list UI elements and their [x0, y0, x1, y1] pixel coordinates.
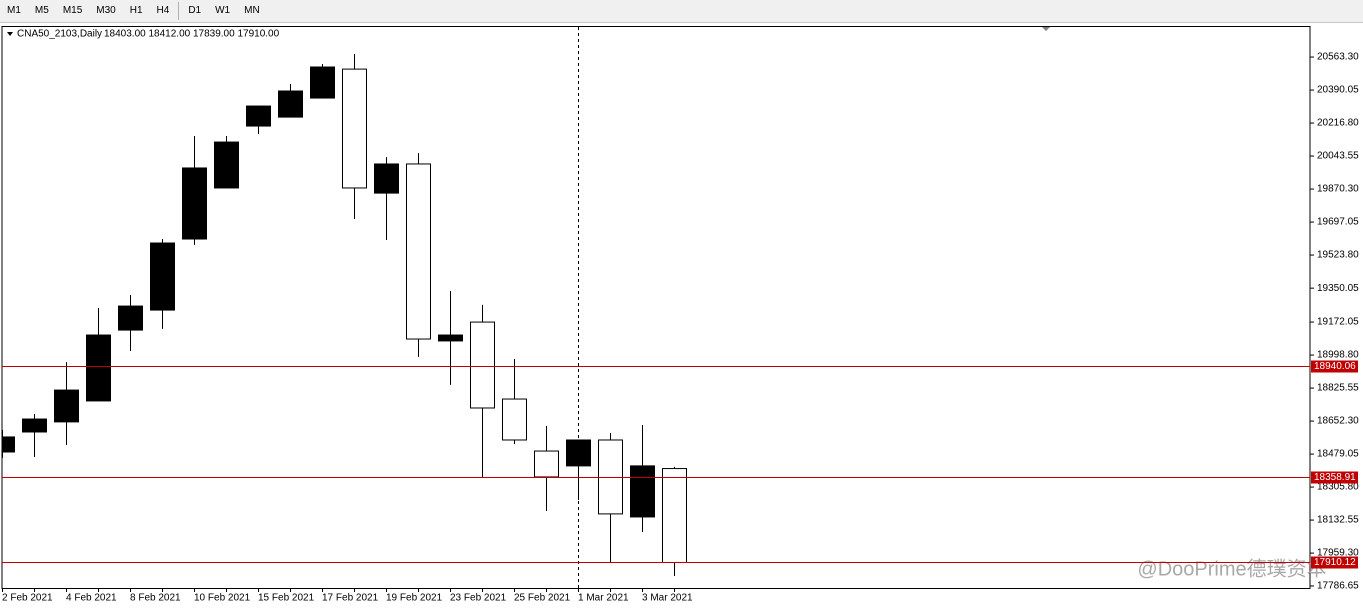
price-label: 18358.91 [1314, 472, 1356, 483]
timeframe-button[interactable]: H4 [156, 5, 170, 16]
x-tick-label: 8 Feb 2021 [130, 593, 181, 604]
y-tick-label: 19697.05 [1317, 217, 1359, 228]
ohlc-text: 18403.00 18412.00 17839.00 17910.00 [104, 29, 280, 40]
x-tick-label: 1 Mar 2021 [578, 593, 629, 604]
y-tick-label: 17786.65 [1317, 581, 1359, 592]
timeframe-button[interactable]: M1 [7, 5, 21, 16]
price-label-box [1311, 471, 1358, 484]
y-tick-label: 18998.80 [1317, 350, 1359, 361]
x-tick-label: 25 Feb 2021 [514, 593, 571, 604]
y-tick-label: 18132.55 [1317, 515, 1359, 526]
candle-body [22, 418, 47, 433]
timeframe-button[interactable]: D1 [188, 5, 202, 16]
candle-body [214, 141, 239, 189]
candle-body [310, 66, 335, 99]
y-tick-label: 20043.55 [1317, 151, 1359, 162]
timeframe-button[interactable]: M30 [96, 5, 116, 16]
timeframe-button[interactable]: M15 [62, 5, 83, 16]
symbol-menu [7, 32, 13, 36]
candle-body [150, 242, 175, 311]
price-label: 18940.06 [1314, 361, 1356, 372]
candle-body [374, 163, 399, 194]
price-label-box [1311, 360, 1358, 373]
x-tick-label: 4 Feb 2021 [66, 593, 117, 604]
y-tick-label: 19870.30 [1317, 184, 1359, 195]
y-tick-label: 19172.05 [1317, 317, 1359, 328]
watermark: @DooPrime德璞资本 [1137, 557, 1326, 580]
candle-body [54, 389, 79, 423]
candle-body [278, 90, 303, 118]
candle-body [406, 163, 431, 340]
price-label: 17910.12 [1314, 557, 1356, 568]
candles [2, 54, 687, 576]
candle-body [182, 167, 207, 240]
candle-body [342, 68, 367, 189]
candle-body [662, 468, 687, 563]
y-tick-label: 18825.55 [1317, 383, 1359, 394]
timeframe-button[interactable]: H1 [129, 5, 143, 16]
timeframe-button[interactable]: M5 [34, 5, 49, 16]
candle-body [470, 321, 495, 409]
price-label-box [1311, 556, 1358, 569]
x-tick-label: 19 Feb 2021 [386, 593, 443, 604]
candle-body [534, 450, 559, 478]
y-tick-label: 18652.30 [1317, 416, 1359, 427]
x-tick-label: 15 Feb 2021 [258, 593, 315, 604]
candle-body [86, 334, 111, 402]
y-tick-label: 18479.05 [1317, 449, 1359, 460]
y-tick-label: 17959.30 [1317, 548, 1359, 559]
timeframe-button[interactable]: W1 [215, 5, 231, 16]
candle-body [598, 439, 623, 515]
toolbar: M1 M5 M15 M30 H1 H4 D1 W1 MN [0, 0, 1363, 23]
y-tick-label: 19523.80 [1317, 250, 1359, 261]
x-tick-label: 10 Feb 2021 [194, 593, 251, 604]
y-tick-label: 20390.05 [1317, 85, 1359, 96]
candle-body [438, 334, 463, 342]
timeframe-button[interactable]: MN [244, 5, 260, 16]
y-tick-label: 20563.30 [1317, 52, 1359, 63]
x-tick-label: 2 Feb 2021 [2, 593, 53, 604]
symbol: CNA50_2103,Daily [17, 29, 102, 40]
x-tick-label: 17 Feb 2021 [322, 593, 379, 604]
y-tick-label: 19350.05 [1317, 283, 1359, 294]
y-tick-label: 20216.80 [1317, 118, 1359, 129]
plot-frame [1, 26, 1311, 589]
x-tick-label: 23 Feb 2021 [450, 593, 507, 604]
candle-body [630, 465, 655, 518]
y-tick-label: 18305.80 [1317, 482, 1359, 493]
x-tick-label: 3 Mar 2021 [642, 593, 693, 604]
candle-body [566, 439, 591, 467]
separator [178, 2, 180, 20]
candle-body [502, 398, 527, 441]
candle-body [2, 436, 15, 453]
candle-body [246, 105, 271, 127]
shift-marker [1042, 27, 1050, 31]
candle-body [118, 305, 143, 331]
